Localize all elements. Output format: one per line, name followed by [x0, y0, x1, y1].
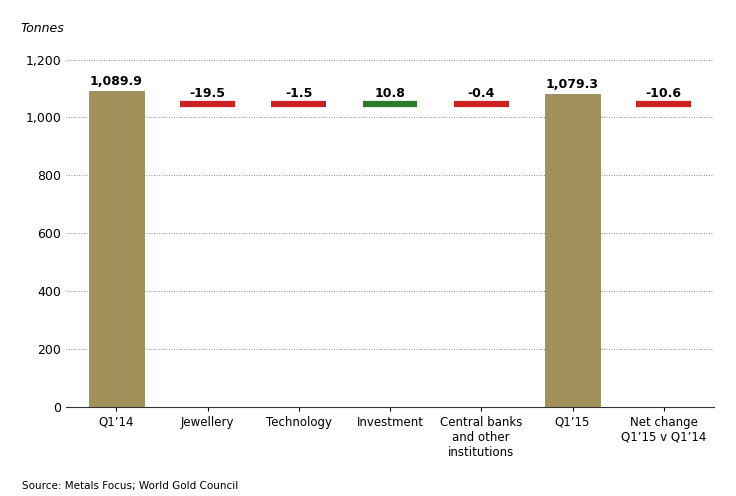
Text: Source: Metals Focus; World Gold Council: Source: Metals Focus; World Gold Council	[22, 481, 238, 491]
Text: -1.5: -1.5	[285, 87, 313, 100]
Bar	[89, 91, 144, 407]
Text: 1,089.9: 1,089.9	[90, 75, 143, 88]
Text: Tonnes: Tonnes	[21, 22, 65, 35]
Text: 1,079.3: 1,079.3	[546, 78, 599, 91]
Bar	[545, 94, 600, 407]
Text: 10.8: 10.8	[375, 87, 406, 100]
Text: -10.6: -10.6	[645, 87, 682, 100]
Text: -19.5: -19.5	[190, 87, 226, 100]
Text: -0.4: -0.4	[467, 87, 495, 100]
